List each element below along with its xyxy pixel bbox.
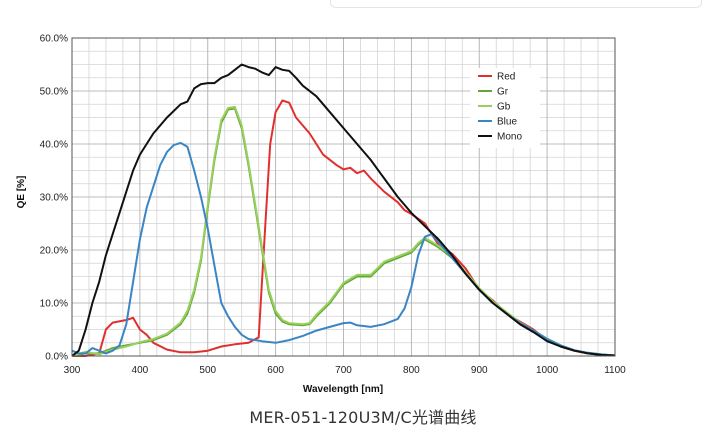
- legend-box: [470, 68, 540, 148]
- legend-label-gb: Gb: [497, 102, 511, 113]
- legend-label-red: Red: [497, 72, 515, 83]
- y-axis-label: QE [%]: [16, 176, 27, 209]
- y-tick-label: 10.0%: [40, 299, 68, 310]
- plot-border: [71, 37, 616, 357]
- y-tick-label: 50.0%: [40, 87, 68, 98]
- x-axis-ticks: 300 400 500 600 700 800 900 1000 1100: [64, 365, 627, 376]
- series-line-gb: [71, 105, 616, 357]
- qe-chart: 0.0% 10.0% 20.0% 30.0% 40.0% 50.0% 60.0% 300 40…: [16, 34, 627, 396]
- x-tick-label: 1000: [536, 365, 559, 376]
- chart-series: [71, 63, 616, 357]
- chart-caption: MER-051-120U3M/C光谱曲线: [249, 408, 477, 427]
- x-tick-label: 900: [471, 365, 488, 376]
- x-tick-label: 700: [335, 365, 352, 376]
- x-tick-label: 400: [132, 365, 149, 376]
- series-line-mono: [71, 63, 616, 357]
- legend-label-gr: Gr: [497, 87, 509, 98]
- y-tick-label: 30.0%: [40, 193, 68, 204]
- y-tick-label: 40.0%: [40, 140, 68, 151]
- x-tick-label: 500: [199, 365, 216, 376]
- x-tick-label: 300: [64, 365, 81, 376]
- top-frame-decoration: [330, 0, 702, 8]
- x-tick-label: 800: [403, 365, 420, 376]
- y-tick-label: 20.0%: [40, 246, 68, 257]
- x-axis-label: Wavelength [nm]: [303, 384, 383, 395]
- y-tick-label: 60.0%: [40, 34, 68, 45]
- legend-label-mono: Mono: [497, 132, 522, 143]
- chart-legend: Red Gr Gb Blue Mono: [470, 68, 540, 148]
- x-tick-label: 600: [267, 365, 284, 376]
- y-tick-label: 0.0%: [45, 352, 68, 363]
- x-tick-label: 1100: [604, 365, 626, 376]
- y-axis-ticks: 0.0% 10.0% 20.0% 30.0% 40.0% 50.0% 60.0%: [40, 34, 68, 363]
- legend-label-blue: Blue: [497, 117, 517, 128]
